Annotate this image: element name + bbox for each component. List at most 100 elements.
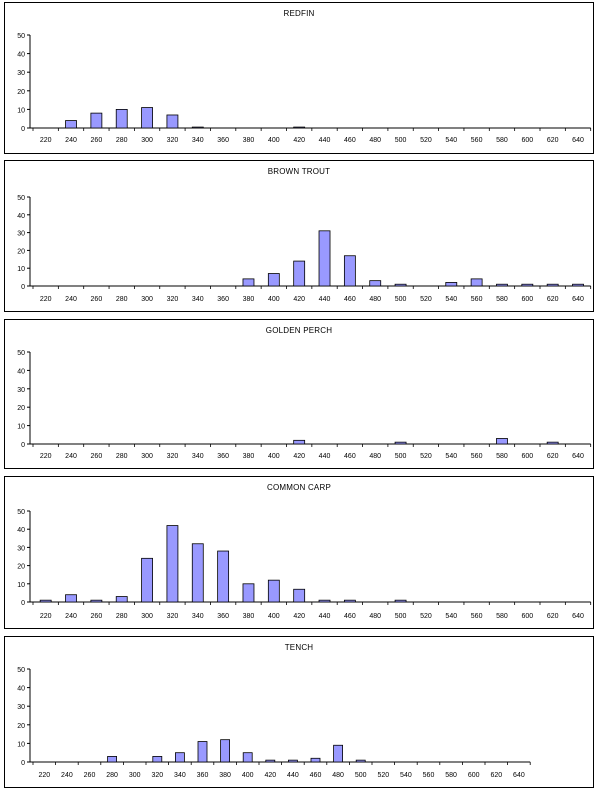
x-tick-label: 500 xyxy=(395,137,407,144)
bar xyxy=(355,759,366,763)
bar xyxy=(141,557,153,603)
bar xyxy=(242,752,253,763)
x-tick-label: 320 xyxy=(167,453,179,460)
x-tick-label: 520 xyxy=(420,296,432,303)
x-tick-label: 260 xyxy=(91,453,103,460)
y-tick-label: 40 xyxy=(17,213,25,220)
x-tick-label: 400 xyxy=(268,296,280,303)
bar xyxy=(293,126,306,129)
bar xyxy=(394,283,407,287)
x-tick-label: 460 xyxy=(344,613,356,620)
x-tick-label: 460 xyxy=(310,772,322,779)
x-tick-label: 300 xyxy=(141,613,153,620)
bar xyxy=(39,599,52,603)
bar xyxy=(191,126,204,129)
x-tick-label: 360 xyxy=(217,613,229,620)
x-tick-label: 300 xyxy=(141,137,153,144)
y-tick-label: 10 xyxy=(17,424,25,431)
x-tick-label: 220 xyxy=(40,137,52,144)
y-tick-label: 0 xyxy=(21,126,25,133)
x-tick-label: 500 xyxy=(355,772,367,779)
bar xyxy=(141,107,153,129)
x-tick-label: 420 xyxy=(293,453,305,460)
y-tick-label: 40 xyxy=(17,686,25,693)
x-tick-label: 360 xyxy=(217,137,229,144)
bar xyxy=(242,583,255,603)
y-tick-label: 10 xyxy=(17,107,25,114)
bar xyxy=(152,756,163,763)
x-tick-label: 480 xyxy=(332,772,344,779)
x-tick-label: 380 xyxy=(243,613,255,620)
histogram-golden-perch: 0 10 20 30 40 50 220 240 260 280 300 320 340 360 380 40… xyxy=(17,350,592,460)
x-tick-label: 520 xyxy=(377,772,389,779)
x-tick-label: 480 xyxy=(369,613,381,620)
chart-panel-golden-perch: GOLDEN PERCH 0 10 20 30 40 50 220 240 260 280 300 3… xyxy=(4,319,594,469)
x-tick-label: 220 xyxy=(40,296,52,303)
x-tick-label: 500 xyxy=(395,453,407,460)
x-tick-label: 620 xyxy=(547,137,559,144)
y-tick-label: 0 xyxy=(21,600,25,607)
x-tick-label: 340 xyxy=(192,137,204,144)
y-tick-label: 50 xyxy=(17,195,25,202)
y-tick-label: 20 xyxy=(17,564,25,571)
x-tick-label: 300 xyxy=(141,453,153,460)
x-tick-label: 280 xyxy=(116,296,128,303)
x-tick-label: 520 xyxy=(420,613,432,620)
x-tick-label: 540 xyxy=(445,296,457,303)
bar xyxy=(343,255,356,287)
x-tick-label: 400 xyxy=(268,453,280,460)
x-tick-label: 400 xyxy=(268,137,280,144)
y-tick-label: 20 xyxy=(17,723,25,730)
x-tick-label: 320 xyxy=(151,772,163,779)
chart-title: REDFIN xyxy=(283,9,315,18)
x-tick-label: 240 xyxy=(65,453,77,460)
x-tick-label: 460 xyxy=(344,453,356,460)
x-tick-label: 380 xyxy=(243,453,255,460)
x-tick-label: 440 xyxy=(319,296,331,303)
bar xyxy=(470,278,483,287)
x-tick-label: 620 xyxy=(490,772,502,779)
y-tick-label: 50 xyxy=(17,350,25,357)
bar xyxy=(115,596,128,603)
x-tick-label: 420 xyxy=(293,137,305,144)
bar xyxy=(496,438,508,445)
x-tick-label: 480 xyxy=(369,296,381,303)
x-tick-label: 560 xyxy=(471,137,483,144)
bar xyxy=(197,741,208,763)
bar xyxy=(267,273,280,287)
x-tick-label: 400 xyxy=(242,772,254,779)
x-tick-label: 600 xyxy=(468,772,480,779)
x-tick-label: 340 xyxy=(192,453,204,460)
x-tick-label: 620 xyxy=(547,296,559,303)
bar xyxy=(333,744,344,763)
x-tick-label: 420 xyxy=(293,296,305,303)
x-tick-label: 460 xyxy=(344,296,356,303)
x-tick-label: 220 xyxy=(40,453,52,460)
y-tick-label: 20 xyxy=(17,89,25,96)
bar xyxy=(115,109,128,129)
y-tick-label: 30 xyxy=(17,231,25,238)
chart-panel-common-carp: COMMON CARP 0 10 20 30 40 50 220 240 260 280 300 32… xyxy=(4,476,594,629)
chart-panel-redfin: REDFIN 0 10 20 30 40 50 220 240 260 280 300 320 340 3… xyxy=(4,2,594,154)
x-tick-label: 440 xyxy=(319,613,331,620)
chart-title: COMMON CARP xyxy=(267,483,331,492)
x-tick-label: 640 xyxy=(572,296,584,303)
y-tick-label: 40 xyxy=(17,368,25,375)
x-tick-label: 240 xyxy=(65,137,77,144)
bar xyxy=(318,599,331,603)
x-tick-label: 580 xyxy=(496,137,508,144)
x-tick-label: 540 xyxy=(445,137,457,144)
bar xyxy=(267,579,280,603)
x-tick-label: 380 xyxy=(219,772,231,779)
bar xyxy=(496,283,508,287)
x-tick-label: 220 xyxy=(38,772,50,779)
x-tick-label: 440 xyxy=(319,453,331,460)
bar xyxy=(174,752,185,763)
bar xyxy=(220,739,231,763)
bar xyxy=(546,441,559,445)
x-tick-label: 560 xyxy=(471,296,483,303)
x-tick-label: 400 xyxy=(268,613,280,620)
y-tick-label: 30 xyxy=(17,704,25,711)
x-tick-label: 460 xyxy=(344,137,356,144)
x-tick-label: 260 xyxy=(91,613,103,620)
